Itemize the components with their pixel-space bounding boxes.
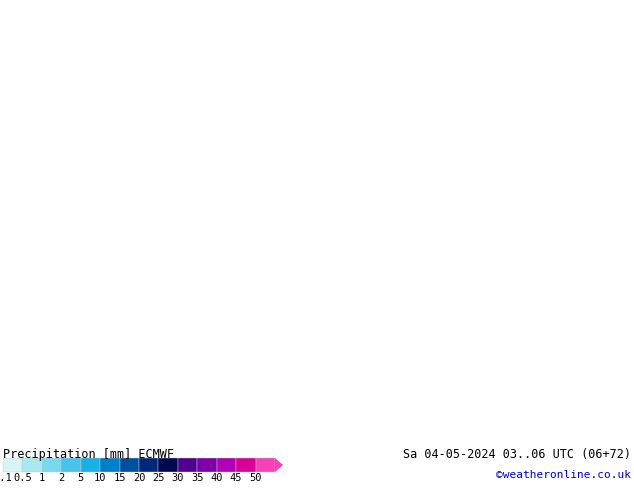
Text: 1: 1 [39,473,45,483]
Bar [236,458,256,472]
Text: ©weatheronline.co.uk: ©weatheronline.co.uk [496,470,631,480]
Text: 40: 40 [210,473,223,483]
Bar [100,458,120,472]
Text: 50: 50 [249,473,262,483]
Text: 10: 10 [94,473,107,483]
Polygon shape [275,458,283,472]
Text: 0.5: 0.5 [13,473,32,483]
Bar [158,458,178,472]
Bar [217,458,236,472]
Text: 30: 30 [172,473,184,483]
Text: 0.1: 0.1 [0,473,13,483]
Bar [197,458,217,472]
Bar [120,458,139,472]
Bar [178,458,197,472]
Bar [61,458,81,472]
Bar [139,458,158,472]
Text: Precipitation [mm] ECMWF: Precipitation [mm] ECMWF [3,448,174,461]
Bar [22,458,42,472]
Bar [256,458,275,472]
Text: 45: 45 [230,473,242,483]
Text: 5: 5 [77,473,84,483]
Text: 2: 2 [58,473,65,483]
Bar [81,458,100,472]
Text: 20: 20 [133,473,145,483]
Bar [42,458,61,472]
Text: 35: 35 [191,473,204,483]
Text: Sa 04-05-2024 03..06 UTC (06+72): Sa 04-05-2024 03..06 UTC (06+72) [403,448,631,461]
Text: 15: 15 [113,473,126,483]
Text: 25: 25 [152,473,165,483]
Bar [3,458,22,472]
